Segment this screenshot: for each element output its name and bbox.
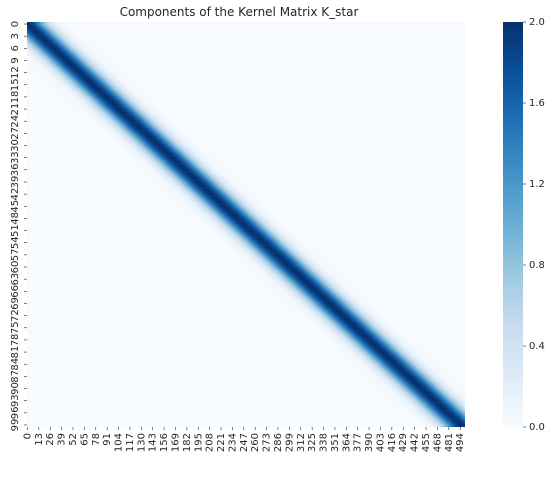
colorbar xyxy=(503,22,523,427)
y-tick-label: 0 xyxy=(10,21,21,27)
y-tick-label: 39 xyxy=(10,176,21,189)
colorbar-tick-label: 0.8 xyxy=(529,260,545,271)
x-tick-label: 91 xyxy=(102,433,113,446)
x-tick-label: 52 xyxy=(68,433,79,446)
x-tick-label: 338 xyxy=(319,433,330,452)
y-tick-label: 21 xyxy=(10,103,21,116)
x-tick-label: 221 xyxy=(216,433,227,452)
x-tick-label: 273 xyxy=(262,433,273,452)
chart-title: Components of the Kernel Matrix K_star xyxy=(120,5,359,19)
x-tick-label: 325 xyxy=(307,433,318,452)
y-tick-label: 84 xyxy=(10,358,21,371)
y-tick-label: 9 xyxy=(10,57,21,63)
y-tick-label: 54 xyxy=(10,236,21,249)
y-tick-label: 81 xyxy=(10,346,21,359)
heatmap-cells xyxy=(27,22,465,427)
x-tick-label: 299 xyxy=(284,433,295,452)
y-tick-label: 87 xyxy=(10,370,21,383)
y-tick-label: 36 xyxy=(10,163,21,176)
y-tick-label: 45 xyxy=(10,200,21,213)
y-tick-labels: 0369121518212427303336394245485154576063… xyxy=(10,21,27,432)
x-tick-label: 13 xyxy=(34,433,45,446)
x-tick-label: 169 xyxy=(170,433,181,452)
x-tick-label: 403 xyxy=(375,433,386,452)
x-tick-label: 351 xyxy=(330,433,341,452)
y-tick-label: 51 xyxy=(10,224,21,237)
x-tick-label: 481 xyxy=(444,433,455,452)
y-tick-label: 60 xyxy=(10,261,21,274)
y-tick-label: 48 xyxy=(10,212,21,225)
colorbar-tick-label: 0.0 xyxy=(529,422,545,433)
y-tick-label: 72 xyxy=(10,309,21,322)
y-tick-label: 3 xyxy=(10,33,21,39)
y-tick-label: 99 xyxy=(10,419,21,432)
heatmap-image xyxy=(27,22,465,427)
y-tick-label: 90 xyxy=(10,382,21,395)
x-tick-label: 195 xyxy=(193,433,204,452)
y-tick-label: 27 xyxy=(10,127,21,140)
y-tick-label: 24 xyxy=(10,115,21,128)
x-tick-label: 286 xyxy=(273,433,284,452)
x-tick-label: 130 xyxy=(136,433,147,452)
x-tick-label: 312 xyxy=(296,433,307,452)
y-tick-label: 15 xyxy=(10,78,21,91)
x-tick-label: 104 xyxy=(114,433,125,452)
colorbar-tick-label: 1.6 xyxy=(529,98,545,109)
colorbar-tick-label: 0.4 xyxy=(529,341,545,352)
x-tick-label: 364 xyxy=(341,433,352,452)
x-tick-label: 143 xyxy=(148,433,159,452)
x-tick-label: 247 xyxy=(239,433,250,452)
x-tick-label: 156 xyxy=(159,433,170,452)
y-tick-label: 93 xyxy=(10,394,21,407)
y-tick-label: 30 xyxy=(10,139,21,152)
y-tick-label: 78 xyxy=(10,334,21,347)
y-tick-label: 12 xyxy=(10,66,21,79)
x-tick-label: 0 xyxy=(22,433,33,439)
y-tick-label: 69 xyxy=(10,297,21,310)
y-tick-label: 63 xyxy=(10,273,21,286)
x-tick-label: 377 xyxy=(353,433,364,452)
x-tick-labels: 0 13 26 39 52 65 78 91 104 117 130 143 156 169 182 195 2… xyxy=(22,427,466,452)
y-tick-label: 33 xyxy=(10,151,21,164)
x-tick-label: 416 xyxy=(387,433,398,452)
y-tick-label: 6 xyxy=(10,45,21,51)
y-tick-label: 75 xyxy=(10,321,21,334)
x-tick-label: 442 xyxy=(410,433,421,452)
y-tick-label: 42 xyxy=(10,188,21,201)
x-tick-label: 260 xyxy=(250,433,261,452)
x-tick-label: 429 xyxy=(398,433,409,452)
x-tick-label: 208 xyxy=(205,433,216,452)
x-tick-label: 39 xyxy=(57,433,68,446)
y-tick-label: 66 xyxy=(10,285,21,298)
x-tick-label: 468 xyxy=(432,433,443,452)
x-tick-label: 455 xyxy=(421,433,432,452)
colorbar-tick-labels: 0.0 0.4 0.8 1.2 1.6 2.0 xyxy=(523,17,545,433)
x-tick-label: 65 xyxy=(79,433,90,446)
y-tick-label: 96 xyxy=(10,406,21,419)
x-tick-label: 26 xyxy=(45,433,56,446)
colorbar-tick-label: 2.0 xyxy=(529,17,545,28)
x-tick-label: 390 xyxy=(364,433,375,452)
x-tick-label: 182 xyxy=(182,433,193,452)
y-tick-label: 57 xyxy=(10,249,21,262)
colorbar-tick-label: 1.2 xyxy=(529,179,545,190)
x-tick-label: 234 xyxy=(227,433,238,452)
x-tick-label: 78 xyxy=(91,433,102,446)
x-tick-label: 117 xyxy=(125,433,136,452)
y-tick-label: 18 xyxy=(10,91,21,104)
x-tick-label: 494 xyxy=(455,433,466,452)
